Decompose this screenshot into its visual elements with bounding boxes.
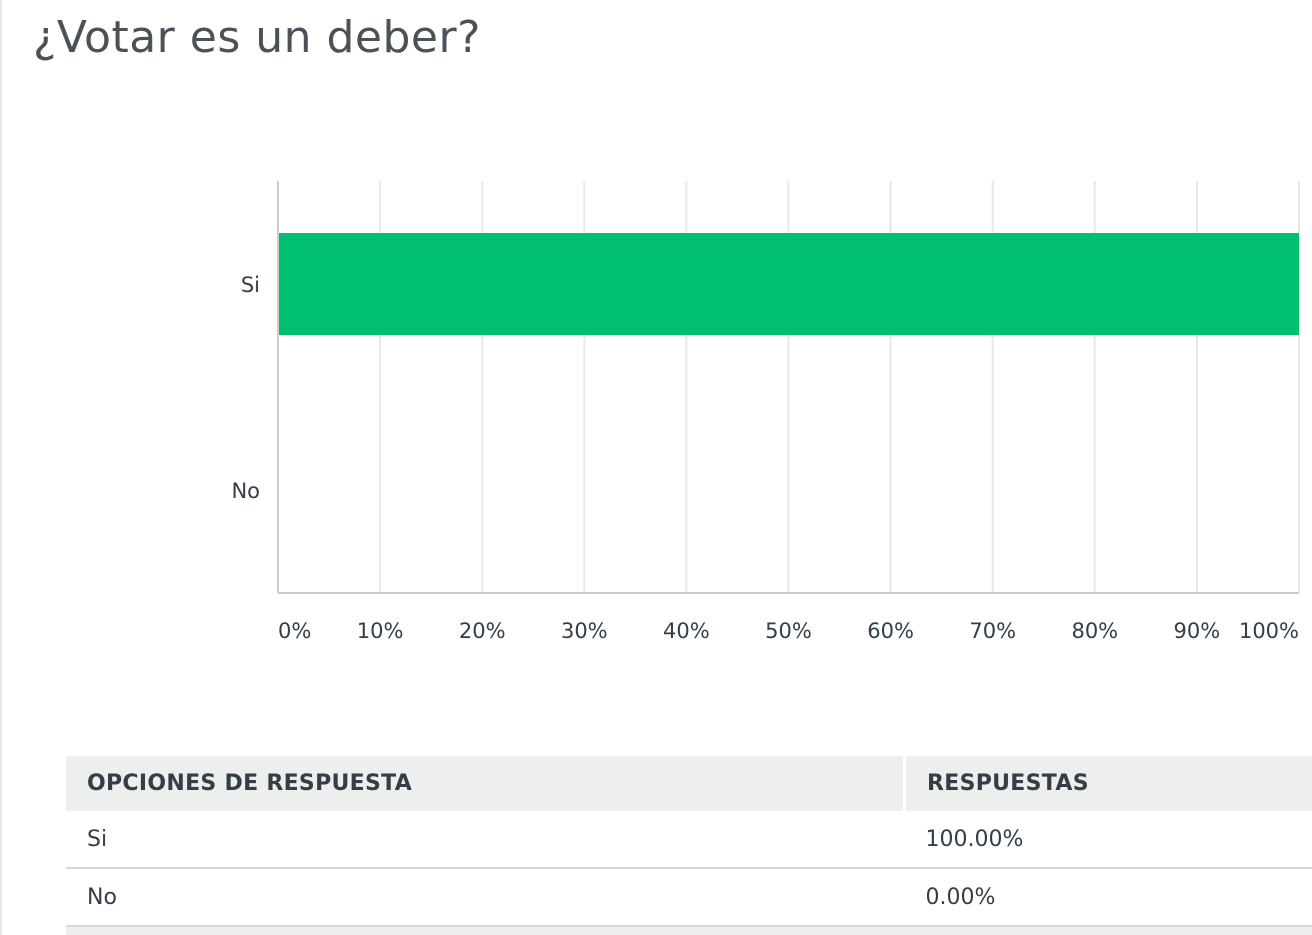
- x-tick-label: 100%: [1239, 619, 1299, 643]
- category-label-no: No: [231, 479, 260, 503]
- x-tick-label: 50%: [765, 619, 812, 643]
- table-footer: [66, 927, 1312, 935]
- x-tick-label: 10%: [357, 619, 404, 643]
- response-table: OPCIONES DE RESPUESTA RESPUESTAS Si 100.…: [66, 756, 1312, 927]
- x-tick-label: 80%: [1071, 619, 1118, 643]
- row-option: Si: [66, 811, 905, 869]
- x-tick-label: 40%: [663, 619, 710, 643]
- row-response: 100.00%: [904, 811, 1312, 869]
- header-options: OPCIONES DE RESPUESTA: [66, 756, 906, 811]
- row-response: 0.00%: [904, 868, 1312, 927]
- table-row: Si 100.00%: [66, 811, 1312, 869]
- question-title: ¿Votar es un deber?: [33, 12, 481, 63]
- x-tick-label: 30%: [561, 619, 608, 643]
- left-divider: [0, 0, 2, 935]
- table-header-row: OPCIONES DE RESPUESTA RESPUESTAS: [66, 756, 1312, 811]
- bar-si: [278, 233, 1299, 335]
- x-tick-label: 90%: [1174, 619, 1221, 643]
- row-option: No: [66, 868, 905, 927]
- header-responses: RESPUESTAS: [904, 756, 1312, 811]
- category-label-si: Si: [241, 273, 260, 297]
- table-row: No 0.00%: [66, 868, 1312, 927]
- x-tick-label: 0%: [278, 619, 311, 643]
- x-tick-label: 60%: [867, 619, 914, 643]
- x-tick-label: 70%: [969, 619, 1016, 643]
- x-tick-label: 20%: [459, 619, 506, 643]
- bar-chart: 0% 10% 20% 30% 40% 50% 60% 70% 80% 90% 100% Si No: [231, 181, 1300, 643]
